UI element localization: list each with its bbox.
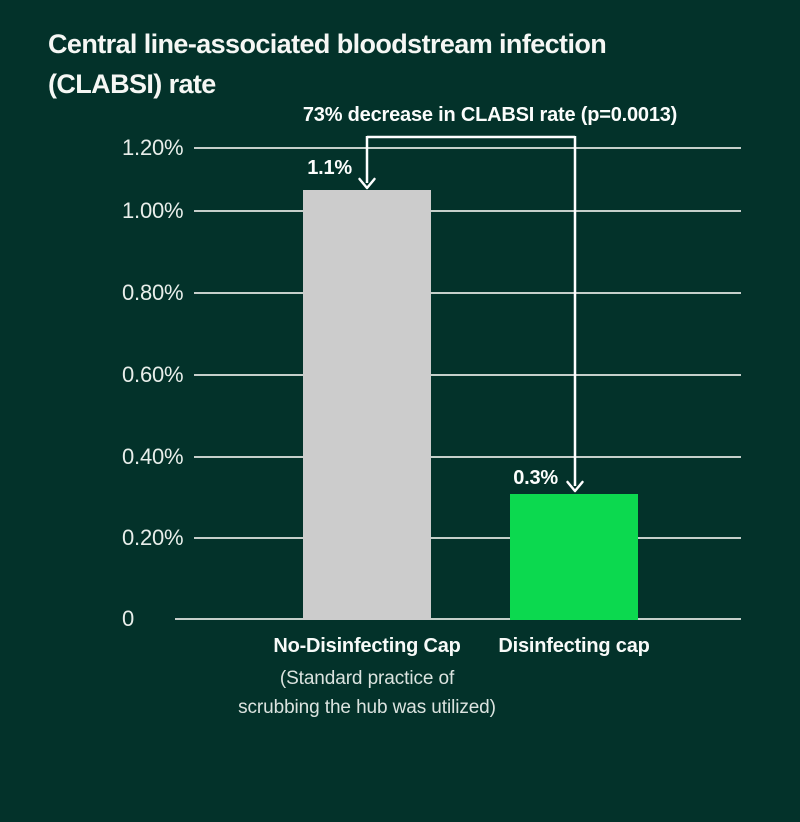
y-axis-tick-row: 0	[122, 606, 741, 631]
x-label-note-line2: scrubbing the hub was utilized)	[238, 697, 496, 718]
x-label-no-disinfecting-cap: No-Disinfecting Cap	[273, 635, 461, 657]
decrease-annotation-text: 73% decrease in CLABSI rate (p=0.0013)	[302, 104, 678, 126]
x-label-note: (Standard practice of scrubbing the hub …	[187, 664, 547, 722]
x-label-note-line1: (Standard practice of	[279, 668, 455, 689]
gridline	[194, 147, 741, 149]
y-axis-tick-row: 0.60%	[122, 362, 741, 387]
y-axis-tick-row: 0.40%	[122, 444, 741, 469]
bar-value-disinfecting-cap: 0.3%	[513, 467, 558, 489]
gridline	[194, 292, 741, 294]
y-tick-label: 1.20%	[122, 135, 184, 160]
y-axis-tick-row: 0.80%	[122, 280, 741, 305]
gridline	[194, 210, 741, 212]
y-tick-label: 0.60%	[122, 362, 184, 387]
gridline	[175, 618, 741, 620]
chart-title: Central line-associated bloodstream infe…	[48, 24, 607, 104]
x-label-disinfecting-cap: Disinfecting cap	[498, 635, 650, 657]
chart-title-line2: (CLABSI) rate	[48, 69, 216, 99]
y-tick-label: 1.00%	[122, 198, 184, 223]
y-axis-tick-row: 0.20%	[122, 525, 741, 550]
gridline	[194, 374, 741, 376]
bar-disinfecting-cap	[510, 494, 638, 620]
chart-title-line1: Central line-associated bloodstream infe…	[48, 29, 607, 59]
y-tick-label: 0	[122, 606, 135, 631]
y-tick-label: 0.80%	[122, 280, 184, 305]
y-axis-tick-row: 1.20%	[122, 135, 741, 160]
gridline	[194, 537, 741, 539]
y-tick-label: 0.20%	[122, 525, 184, 550]
bar-no-disinfecting-cap	[303, 190, 431, 620]
y-tick-label: 0.40%	[122, 444, 184, 469]
bar-value-no-disinfecting-cap: 1.1%	[307, 157, 352, 179]
y-axis-tick-row: 1.00%	[122, 198, 741, 223]
gridline	[194, 456, 741, 458]
